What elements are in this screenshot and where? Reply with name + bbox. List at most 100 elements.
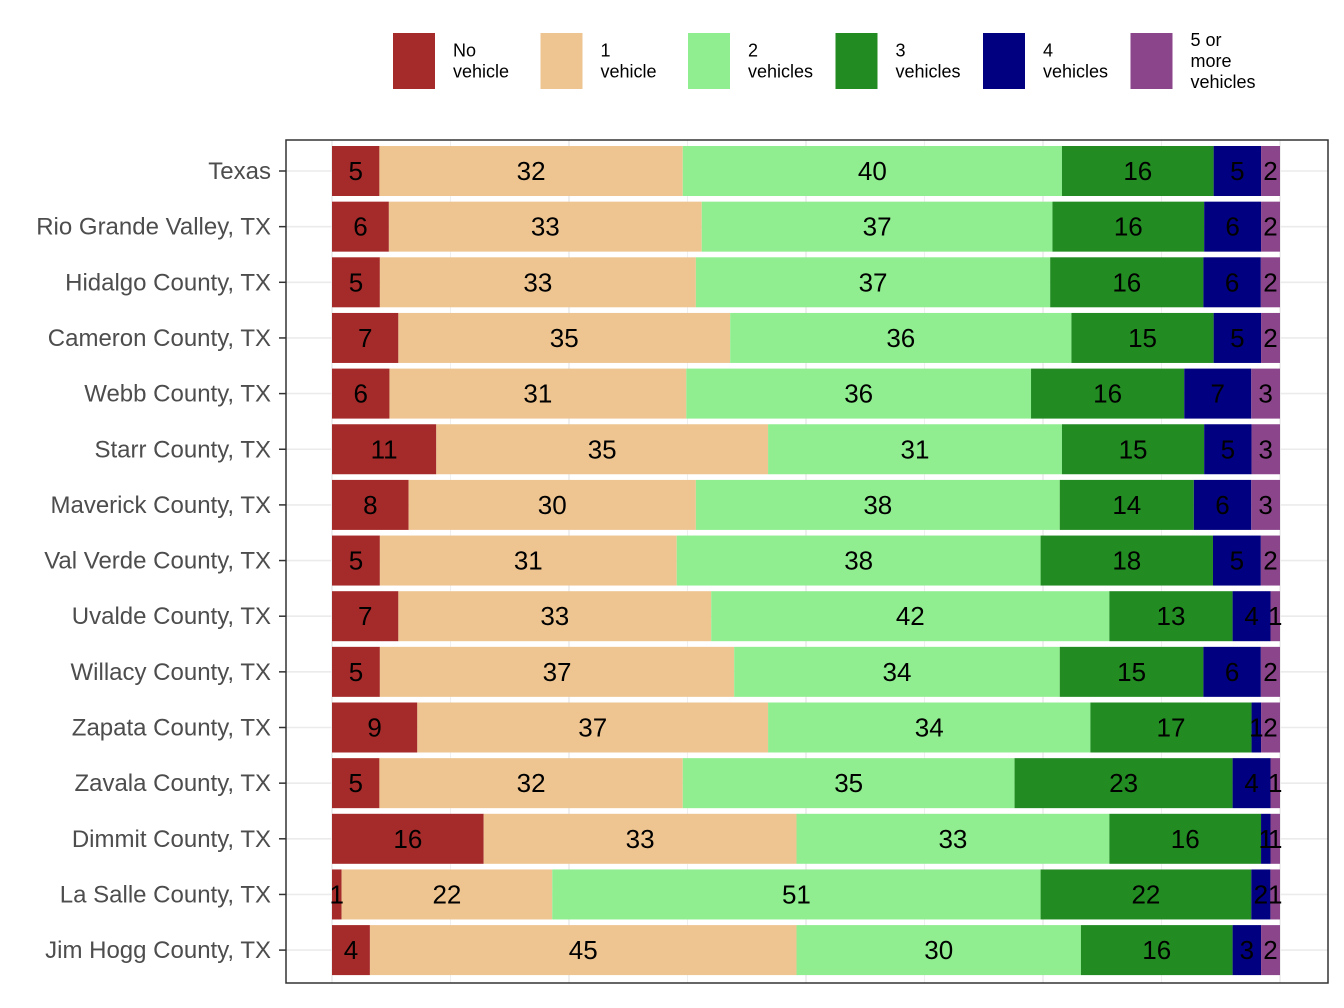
data-label: 16: [1123, 156, 1152, 186]
data-label: 33: [540, 601, 569, 631]
bar-segment-1-vehicle: [389, 368, 687, 419]
data-label: 51: [782, 879, 811, 909]
data-label: 31: [523, 379, 552, 409]
legend: No vehicle 1 vehicle 2 vehicles 3 vehicles 4 vehi…: [393, 30, 1256, 92]
data-label: 2: [1263, 546, 1277, 576]
data-label: 2: [1263, 156, 1277, 186]
data-label: 35: [834, 768, 863, 798]
bar-segment-3-vehicles: [1109, 591, 1233, 642]
y-tick-label: Willacy County, TX: [71, 659, 272, 686]
bar-segment-no-vehicle: [332, 702, 418, 753]
data-label: 16: [393, 824, 422, 854]
data-label: 6: [353, 379, 367, 409]
bar-segment-3-vehicles: [1090, 702, 1252, 753]
data-label: 37: [578, 713, 607, 743]
bar-segment-5-or-more-vehicles: [1270, 758, 1280, 809]
data-label: 4: [344, 935, 358, 965]
data-label: 34: [883, 657, 912, 687]
bar-segment-no-vehicle: [332, 257, 380, 308]
bar-segment-3-vehicles: [1071, 312, 1214, 363]
data-label: 36: [886, 323, 915, 353]
data-label: 2: [1254, 879, 1268, 909]
data-label: 23: [1109, 768, 1138, 798]
data-label: 45: [569, 935, 598, 965]
bar-segment-2-vehicles: [711, 591, 1110, 642]
data-label: 6: [1225, 267, 1239, 297]
data-label: 1: [1268, 879, 1282, 909]
data-label: 22: [1131, 879, 1160, 909]
data-label: 3: [1240, 935, 1254, 965]
bar-segment-3-vehicles: [1014, 758, 1233, 809]
data-label: 5: [1230, 156, 1244, 186]
data-label: 18: [1112, 546, 1141, 576]
data-label: 35: [588, 434, 617, 464]
data-label: 30: [924, 935, 953, 965]
data-label: 5: [348, 768, 362, 798]
bar-segment-3-vehicles: [1052, 201, 1205, 252]
data-label: 15: [1117, 657, 1146, 687]
data-label: 32: [517, 768, 546, 798]
data-label: 5: [348, 156, 362, 186]
bar-segment-5-or-more-vehicles: [1260, 535, 1280, 586]
bar-segment-4-vehicles: [1203, 646, 1261, 697]
bar-segment-1-vehicle: [408, 479, 696, 530]
bar-segment-no-vehicle: [332, 312, 399, 363]
bar-segment-3-vehicles: [1050, 257, 1204, 308]
data-label: 42: [896, 601, 925, 631]
legend-key: [835, 33, 878, 89]
bar-segment-4-vehicles: [1204, 424, 1252, 475]
bar-segment-5-or-more-vehicles: [1270, 591, 1280, 642]
bar-segment-4-vehicles: [1193, 479, 1252, 530]
data-label: 14: [1112, 490, 1141, 520]
y-tick-label: Zavala County, TX: [74, 770, 271, 797]
bar-segment-no-vehicle: [332, 646, 380, 697]
bar-segment-3-vehicles: [1059, 479, 1194, 530]
data-label: 38: [863, 490, 892, 520]
y-tick-label: Val Verde County, TX: [44, 548, 271, 575]
y-tick-label: Hidalgo County, TX: [65, 269, 271, 296]
legend-label: 1 vehicle: [601, 41, 657, 82]
data-label: 33: [531, 212, 560, 242]
bar-segment-2-vehicles: [796, 925, 1081, 976]
bar-segment-5-or-more-vehicles: [1261, 925, 1280, 976]
data-label: 37: [859, 267, 888, 297]
data-label: 9: [367, 713, 381, 743]
legend-label: 4 vehicles: [1043, 41, 1108, 82]
data-label: 32: [517, 156, 546, 186]
data-label: 13: [1157, 601, 1186, 631]
data-label: 37: [543, 657, 572, 687]
bar-segment-4-vehicles: [1232, 925, 1262, 976]
data-label: 36: [844, 379, 873, 409]
bar-segment-5-or-more-vehicles: [1270, 869, 1280, 920]
data-label: 7: [358, 323, 372, 353]
bar-segment-1-vehicle: [379, 146, 683, 196]
bar-segment-1-vehicle: [379, 646, 735, 697]
data-label: 16: [1142, 935, 1171, 965]
data-label: 5: [349, 546, 363, 576]
bar-segment-3-vehicles: [1109, 813, 1262, 864]
legend-label: 5 or more vehicles: [1191, 30, 1256, 92]
bar-segment-4-vehicles: [1184, 368, 1252, 419]
data-label: 5: [1221, 434, 1235, 464]
legend-item-4-vehicles: 4 vehicles: [983, 33, 1108, 89]
data-label: 4: [1244, 601, 1258, 631]
bar-segment-4-vehicles: [1261, 813, 1271, 864]
bar-segment-4-vehicles: [1213, 146, 1262, 196]
data-label: 38: [844, 546, 873, 576]
bar-segment-1-vehicle: [398, 591, 712, 642]
bar-segment-no-vehicle: [332, 479, 409, 530]
bar-segment-1-vehicle: [398, 312, 731, 363]
data-label: 31: [901, 434, 930, 464]
bar-segment-5-or-more-vehicles: [1260, 646, 1280, 697]
legend-key: [393, 33, 435, 89]
data-label: 15: [1128, 323, 1157, 353]
data-label: 7: [1211, 379, 1225, 409]
y-tick-label: Jim Hogg County, TX: [45, 937, 271, 964]
data-label: 22: [432, 879, 461, 909]
bar-segment-4-vehicles: [1232, 591, 1271, 642]
bar-segment-4-vehicles: [1213, 312, 1262, 363]
data-label: 1: [1268, 601, 1282, 631]
legend-item-3-vehicles: 3 vehicles: [835, 33, 961, 89]
bar-segment-1-vehicle: [341, 869, 553, 920]
